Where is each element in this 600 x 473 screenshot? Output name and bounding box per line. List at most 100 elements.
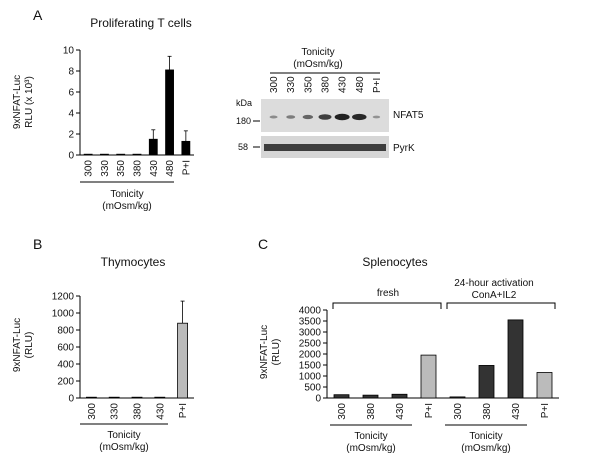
panel-a-y-tick-label: 6: [68, 88, 74, 99]
panel-c-y-tick-label: 2000: [299, 350, 322, 361]
panel-b-y-tick-label: 0: [68, 394, 74, 405]
panel-c-bar: [333, 394, 350, 399]
panel-b-ylabel-line2: (RLU): [24, 332, 35, 359]
panel-a-bar: [181, 140, 191, 156]
panel-c-bar: [391, 393, 408, 399]
panel-a-ylabel-line2: RLU (x 10³): [24, 76, 35, 128]
panel-a-y-tick-label: 4: [68, 109, 74, 120]
panel-a-x-tick-label: 480: [165, 160, 176, 177]
panel-c-x-tick-label: 430: [511, 403, 522, 420]
panel-c-x-tick-label: P+I: [424, 403, 435, 418]
panel-b-y-tick-label: 400: [57, 360, 74, 371]
panel-b-y-tick-label: 600: [57, 343, 74, 354]
panel-a-y-tick-label: 2: [68, 130, 74, 141]
panel-c-y-tick-label: 4000: [299, 306, 322, 317]
panel-c-y-tick-label: 1500: [299, 361, 322, 372]
blot-pyrk-label: PyrK: [393, 143, 415, 154]
panel-b-y-tick-label: 1000: [52, 309, 75, 320]
panel-c-x-tick-label: P+I: [540, 403, 551, 418]
panel-a-y-tick-label: 0: [68, 151, 74, 162]
panel-b-bar: [177, 322, 189, 399]
panel-b-x-tick-label: P+I: [178, 403, 189, 418]
blot-nfat5-band: [269, 115, 278, 119]
blot-lane-label: 380: [321, 76, 332, 93]
panel-c-letter: C: [258, 236, 268, 252]
panel-c-bar: [478, 365, 495, 399]
panel-b-ylabel-line1: 9xNFAT-Luc: [12, 318, 23, 372]
panel-a-chart: 0 2 4 6 8 10 300 330 350 380 430 480 P+I: [63, 46, 194, 177]
panel-b-bar: [108, 396, 120, 399]
panel-a-bar: [148, 138, 158, 156]
panel-c-title: Splenocytes: [362, 255, 427, 269]
panel-a-bar: [116, 153, 126, 156]
panel-a-group-label-line1: Tonicity: [110, 189, 143, 200]
panel-c-group2-bracket: [446, 302, 556, 309]
panel-c-bar: [420, 354, 437, 399]
blot-kda-label: kDa: [236, 98, 252, 108]
panel-a-letter: A: [33, 7, 43, 23]
panel-a-y-tick-label: 8: [68, 67, 74, 78]
panel-c-bottom-label1-line2: (mOsm/kg): [346, 443, 395, 454]
blot-nfat5-band: [352, 113, 367, 121]
panel-c-y-tick-label: 3500: [299, 317, 322, 328]
panel-c-x-tick-label: 300: [337, 403, 348, 420]
blot-marker-58: 58: [238, 142, 248, 152]
panel-b-y-tick-label: 200: [57, 377, 74, 388]
panel-a-x-tick-label: P+I: [181, 160, 192, 175]
panel-a-bar: [132, 153, 142, 156]
panel-a-title: Proliferating T cells: [90, 16, 192, 30]
panel-c-bottom-label2-line2: (mOsm/kg): [461, 443, 510, 454]
panel-c-ylabel-line1: 9xNFAT-Luc: [259, 325, 270, 379]
blot-nfat5-bands: [269, 113, 381, 121]
panel-a-x-tick-label: 430: [149, 160, 160, 177]
panel-b-letter: B: [33, 236, 42, 252]
panel-b-title: Thymocytes: [101, 255, 166, 269]
panel-b-x-tick-label: 330: [110, 403, 121, 420]
panel-c-bottom-label1-line1: Tonicity: [354, 431, 387, 442]
panel-c-group1-bracket: [332, 302, 442, 309]
blot-nfat5-label: NFAT5: [393, 110, 424, 121]
blot-lane-label: 430: [338, 76, 349, 93]
panel-a-x-tick-label: 300: [84, 160, 95, 177]
blot-pyrk-band: [264, 144, 386, 151]
panel-c-bar: [536, 372, 553, 399]
panel-a-group-label-line2: (mOsm/kg): [102, 201, 151, 212]
panel-b-chart: 0 200 400 600 800 1000 1200 300 330 380 430 P+I: [52, 292, 194, 420]
blot-marker-180: 180: [236, 116, 251, 126]
panel-c-bottom-label2-line1: Tonicity: [469, 431, 502, 442]
blot-header-line1: Tonicity: [301, 47, 334, 58]
panel-b-bar: [154, 396, 166, 399]
blot-header-line2: (mOsm/kg): [293, 59, 342, 70]
panel-c-x-tick-label: 430: [395, 403, 406, 420]
panel-c-group2-label-line2: ConA+IL2: [472, 290, 517, 301]
panel-b-bar: [131, 396, 143, 399]
panel-a-bar: [83, 153, 93, 156]
panel-c-group2-label-line1: 24-hour activation: [454, 278, 534, 289]
panel-c-y-tick-label: 500: [304, 383, 321, 394]
blot-lane-label: 350: [303, 76, 314, 93]
panel-b-bar: [86, 396, 97, 399]
panel-b-group-label-line1: Tonicity: [107, 430, 140, 441]
panel-c-y-tick-label: 3000: [299, 328, 322, 339]
panel-a-x-tick-label: 350: [116, 160, 127, 177]
panel-b-group-label-line2: (mOsm/kg): [99, 442, 148, 453]
panel-b-x-tick-label: 300: [87, 403, 98, 420]
blot-lane-label: 300: [269, 76, 280, 93]
panel-c-ylabel-line2: (RLU): [271, 339, 282, 366]
blot-lane-labels: 300 330 350 380 430 480 P+I: [269, 76, 383, 93]
panel-a-bar: [100, 153, 109, 156]
panel-c-y-tick-label: 0: [315, 394, 321, 405]
panel-b-x-tick-label: 430: [155, 403, 166, 420]
blot-nfat5-band: [334, 113, 350, 121]
panel-b-y-tick-label: 1200: [52, 292, 75, 303]
blot-nfat5-band: [286, 115, 296, 119]
panel-a-x-tick-label: 380: [133, 160, 144, 177]
panel-c-bar: [362, 394, 379, 399]
blot-lane-label: P+I: [372, 78, 383, 93]
panel-b-x-tick-label: 380: [133, 403, 144, 420]
panel-c-group1-label: fresh: [377, 288, 399, 299]
blot-nfat5-band: [372, 115, 381, 119]
panel-c-y-tick-label: 1000: [299, 372, 322, 383]
